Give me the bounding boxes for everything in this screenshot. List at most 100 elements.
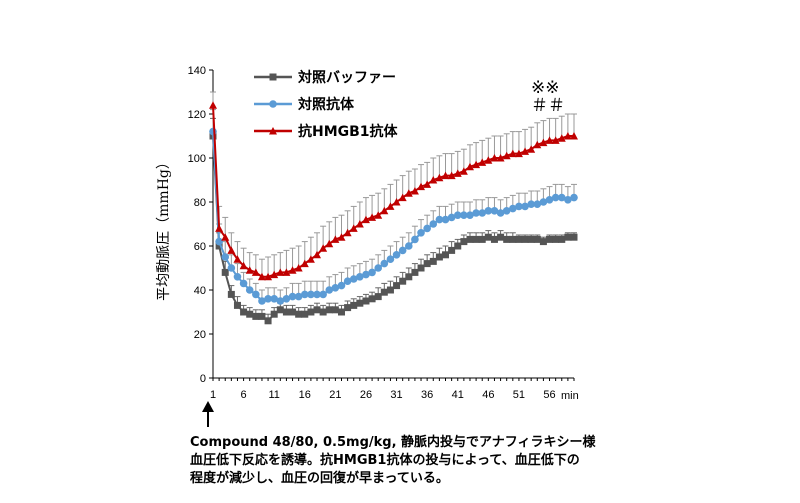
series-2-point bbox=[423, 224, 431, 233]
series-3-point bbox=[447, 171, 456, 180]
series-2-point bbox=[252, 290, 260, 299]
series-2-point bbox=[417, 229, 425, 237]
series-1-point bbox=[539, 238, 547, 246]
x-tick-label: 1 bbox=[210, 389, 216, 401]
series-2-point bbox=[441, 215, 450, 224]
series-2-point bbox=[325, 286, 334, 294]
series-3-point bbox=[251, 268, 260, 276]
legend-marker-3 bbox=[269, 127, 277, 135]
series-1-point bbox=[337, 308, 345, 316]
series-2-point bbox=[521, 202, 529, 211]
series-3-point bbox=[465, 162, 474, 171]
series-3-point bbox=[490, 154, 499, 162]
series-3-point bbox=[233, 255, 242, 263]
series-1-point bbox=[325, 306, 333, 314]
series-1-point bbox=[233, 301, 241, 309]
y-tick-label: 0 bbox=[200, 373, 206, 385]
series-1-point bbox=[246, 310, 254, 318]
series-1-point bbox=[386, 286, 394, 294]
series-3-point bbox=[417, 182, 426, 191]
series-1-point bbox=[405, 273, 413, 281]
series-1-point bbox=[252, 312, 260, 320]
series-3-point bbox=[557, 134, 566, 142]
series-1-point bbox=[221, 268, 229, 276]
series-3-point bbox=[300, 259, 309, 268]
series-3-point bbox=[270, 270, 279, 279]
series-1-point bbox=[533, 235, 541, 243]
series-3-point bbox=[539, 138, 548, 147]
series-1-point bbox=[454, 242, 462, 250]
series-2-point bbox=[509, 204, 517, 213]
series-2-point bbox=[343, 277, 352, 286]
series-2-point bbox=[435, 215, 444, 224]
series-2-point bbox=[539, 198, 548, 206]
series-1-point bbox=[478, 235, 486, 243]
series-1-point bbox=[362, 297, 370, 305]
series-2-point bbox=[533, 200, 542, 208]
series-2-point bbox=[490, 207, 499, 215]
series-3-point bbox=[355, 220, 364, 228]
series-2-point bbox=[527, 200, 535, 208]
legend-label-1: 対照バッファー bbox=[297, 69, 396, 86]
series-2-point bbox=[466, 211, 474, 219]
series-2-point bbox=[496, 209, 505, 217]
series-2-point bbox=[386, 255, 395, 263]
legend-label-3: 抗HMGB1抗体 bbox=[298, 123, 399, 140]
series-2-point bbox=[313, 290, 321, 299]
series-2-point bbox=[374, 264, 383, 272]
series-3-point bbox=[368, 213, 377, 221]
series-3-point bbox=[435, 173, 444, 182]
series-1-point bbox=[466, 235, 474, 243]
series-2-point bbox=[472, 209, 480, 217]
series-3-point bbox=[337, 233, 346, 241]
series-2-point bbox=[300, 290, 309, 299]
legend-marker-1 bbox=[269, 73, 277, 81]
series-3-point bbox=[331, 235, 340, 243]
y-tick-label: 80 bbox=[194, 197, 206, 209]
y-axis-label: 平均動脈圧（mmHg） bbox=[156, 155, 172, 301]
series-3-point bbox=[380, 206, 389, 215]
series-2-point bbox=[356, 273, 364, 281]
x-tick-label: 46 bbox=[482, 389, 494, 401]
series-3-point bbox=[545, 136, 554, 144]
series-3-point bbox=[453, 169, 462, 177]
series-1-point bbox=[240, 308, 248, 316]
series-3-point bbox=[502, 151, 511, 160]
series-3-point bbox=[294, 264, 303, 272]
series-2-point bbox=[319, 290, 327, 299]
series-2-point bbox=[239, 279, 248, 288]
series-3-point bbox=[306, 255, 315, 263]
series-2-point bbox=[398, 246, 407, 255]
series-1-point bbox=[558, 235, 566, 243]
series-2-point bbox=[307, 290, 315, 299]
y-tick-label: 140 bbox=[188, 65, 206, 77]
legend-label-2: 対照抗体 bbox=[297, 96, 355, 113]
series-3-point bbox=[441, 171, 450, 180]
series-2-point bbox=[209, 127, 217, 136]
significance-mark-1: ※※ bbox=[531, 78, 560, 98]
series-3-point bbox=[239, 261, 248, 270]
series-3-point bbox=[533, 140, 542, 149]
caption-line-1: Compound 48/80, 0.5mg/kg, 静脈内投与でアナフィラキシー… bbox=[190, 435, 596, 450]
series-3-point bbox=[276, 268, 285, 276]
series-2-point bbox=[447, 213, 456, 222]
series-1-point bbox=[552, 235, 560, 243]
series-2-point bbox=[331, 284, 340, 292]
series-3-point bbox=[392, 198, 401, 206]
series-3-point bbox=[374, 211, 383, 219]
series-2-point bbox=[270, 295, 278, 303]
series-3-point bbox=[319, 244, 328, 252]
series-1-point bbox=[344, 304, 352, 312]
series-2-point bbox=[288, 292, 297, 301]
series-3-point bbox=[349, 224, 358, 232]
series-2-point bbox=[429, 220, 438, 228]
series-1-point bbox=[564, 233, 572, 241]
series-3-point bbox=[404, 189, 413, 197]
series-3-point bbox=[221, 233, 230, 241]
series-3-point bbox=[398, 193, 407, 202]
caption-line-3: 程度が減少し、血圧の回復が早まっている。 bbox=[190, 471, 449, 486]
series-2-point bbox=[215, 237, 223, 246]
